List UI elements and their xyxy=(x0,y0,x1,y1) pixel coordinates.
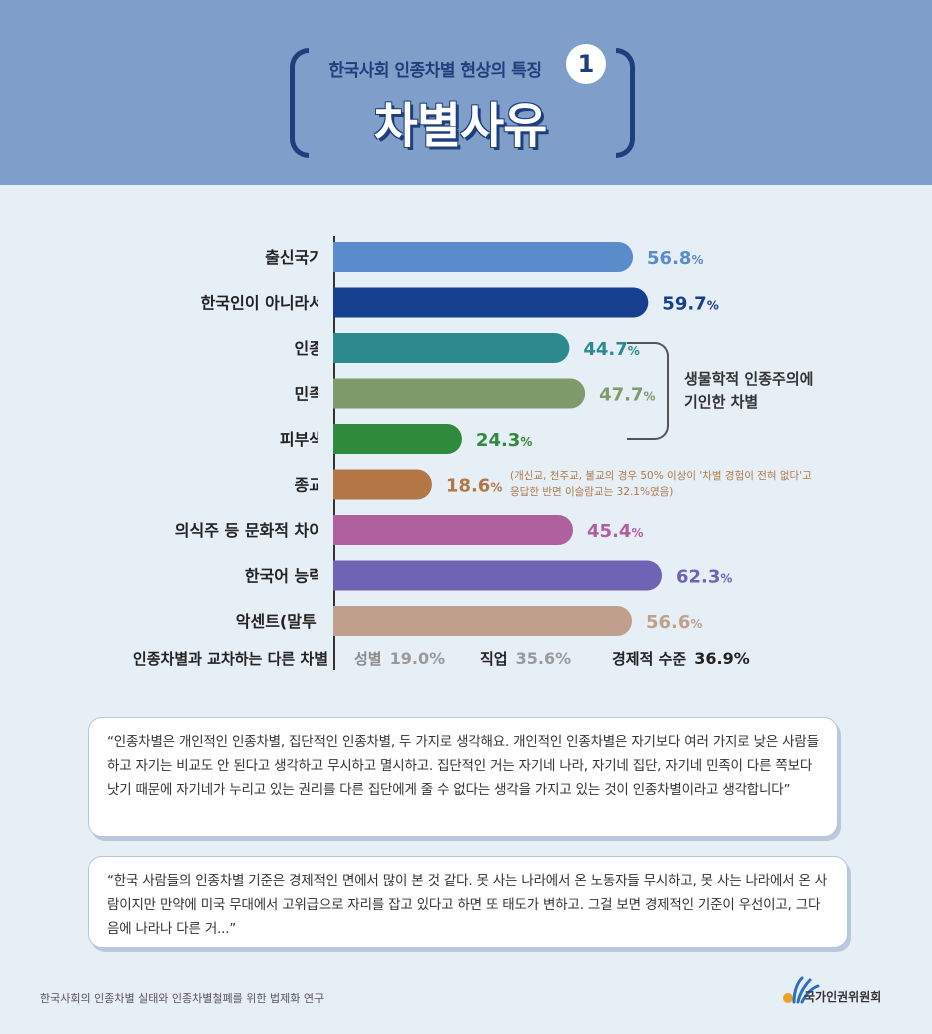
cross-item-gender: 성별 19.0% xyxy=(354,648,445,669)
religion-note-line1: (개신교, 천주교, 불교의 경우 50% 이상이 '차별 경험이 전혀 없다'… xyxy=(510,470,812,482)
bar xyxy=(319,287,649,318)
bar xyxy=(319,424,462,454)
cross-item-name: 직업 xyxy=(480,650,508,668)
biological-racism-bracket xyxy=(627,342,669,440)
data-label-value: 56.8 xyxy=(647,248,691,269)
category-label: 출신국가 xyxy=(265,248,324,267)
category-label: 한국인이 아니라서 xyxy=(201,294,324,313)
data-label: 62.3% xyxy=(676,567,732,588)
data-label-value: 45.4 xyxy=(587,521,631,542)
logo-hand-icon xyxy=(792,976,820,1004)
data-label-value: 59.7 xyxy=(662,294,706,315)
cross-item-value: 19.0% xyxy=(389,649,446,668)
data-label-unit: % xyxy=(520,435,532,449)
source-citation: 한국사회의 인종차별 실태와 인종차별철폐를 위한 법제화 연구 xyxy=(40,992,325,1005)
cross-item-value: 35.6% xyxy=(515,649,572,668)
bar xyxy=(319,378,586,409)
data-label-unit: % xyxy=(707,299,719,313)
data-label: 59.7% xyxy=(662,294,718,315)
data-label-value: 44.7 xyxy=(583,339,627,360)
header-banner: 한국사회 인종차별 현상의 특징 1 차별사유 xyxy=(0,0,932,185)
data-label: 24.3% xyxy=(476,430,532,451)
category-label: 악센트(말투) xyxy=(236,612,324,631)
bar-cap-mask xyxy=(318,469,333,500)
logo-dot-icon xyxy=(783,993,793,1003)
bar xyxy=(319,333,570,363)
cross-item-name: 경제적 수준 xyxy=(612,650,687,668)
data-label: 56.6% xyxy=(646,612,702,633)
bar-cap-mask xyxy=(318,242,333,272)
bar xyxy=(319,560,662,591)
cross-item-occupation: 직업 35.6% xyxy=(480,648,571,669)
data-label-unit: % xyxy=(690,617,702,631)
bar xyxy=(319,606,632,636)
data-label-unit: % xyxy=(691,253,703,267)
logo-text: 국가인권위원회 xyxy=(804,990,882,1004)
data-label-value: 47.7 xyxy=(599,385,643,406)
bar xyxy=(319,515,574,545)
bar-cap-mask xyxy=(318,333,333,363)
nhrck-logo xyxy=(783,976,820,1004)
religion-note: (개신교, 천주교, 불교의 경우 50% 이상이 '차별 경험이 전혀 없다'… xyxy=(510,468,855,500)
cross-item-name: 성별 xyxy=(354,650,382,668)
bar-cap-mask xyxy=(318,424,333,454)
religion-note-line2: 응답한 반면 이슬람교는 32.1%였음) xyxy=(510,486,674,498)
data-label-unit: % xyxy=(644,390,656,404)
header-number-badge: 1 xyxy=(566,44,606,84)
category-label: 의식주 등 문화적 차이 xyxy=(175,521,324,540)
data-label-unit: % xyxy=(720,572,732,586)
data-label: 47.7% xyxy=(599,385,655,406)
bar-cap-mask xyxy=(318,287,333,318)
category-label: 민족 xyxy=(295,385,325,404)
left-bracket-decoration xyxy=(290,48,309,158)
right-bracket-decoration xyxy=(616,48,635,158)
bracket-label-line2: 기인한 차별 xyxy=(684,393,759,411)
bar-cap-mask xyxy=(318,378,333,409)
data-label-value: 24.3 xyxy=(476,430,520,451)
data-label-value: 62.3 xyxy=(676,567,720,588)
data-label: 18.6% xyxy=(446,476,502,497)
bar xyxy=(319,242,634,272)
data-label-unit: % xyxy=(490,481,502,495)
category-label: 종교 xyxy=(295,476,325,495)
bracket-label: 생물학적 인종주의에 기인한 차별 xyxy=(684,368,854,414)
data-label: 56.8% xyxy=(647,248,703,269)
data-label: 45.4% xyxy=(587,521,643,542)
header-subtitle: 한국사회 인종차별 현상의 특징 xyxy=(328,61,542,81)
category-label: 피부색 xyxy=(280,430,324,449)
data-label-value: 56.6 xyxy=(646,612,690,633)
cross-item-value: 36.9% xyxy=(694,649,750,668)
cross-item-economic: 경제적 수준 36.9% xyxy=(612,648,750,669)
bar-cap-mask xyxy=(318,515,333,545)
intersecting-discrimination-row: 인종차별과 교차하는 다른 차별 성별 19.0% 직업 35.6% 경제적 수준 3… xyxy=(0,648,932,676)
data-label-value: 18.6 xyxy=(446,476,490,497)
intersecting-label: 인종차별과 교차하는 다른 차별 xyxy=(132,650,328,668)
interview-quote-2: “한국 사람들의 인종차별 기준은 경제적인 면에서 많이 본 것 같다. 못 … xyxy=(88,856,848,948)
data-label-unit: % xyxy=(631,526,643,540)
bracket-label-line1: 생물학적 인종주의에 xyxy=(684,370,814,388)
bar-cap-mask xyxy=(318,560,333,591)
page-title: 차별사유 xyxy=(373,98,548,154)
category-label: 인종 xyxy=(295,339,325,358)
interview-quote-1: “인종차별은 개인적인 인종차별, 집단적인 인종차별, 두 가지로 생각해요.… xyxy=(88,717,838,837)
category-label: 한국어 능력 xyxy=(245,567,324,586)
discrimination-reasons-bar-chart: 출신국가 56.8% 한국인이 아니라서 59.7% 인종 44.7% 민족 47.7% 피부색… xyxy=(175,236,732,670)
bar-cap-mask xyxy=(318,606,333,636)
bar xyxy=(319,469,432,500)
